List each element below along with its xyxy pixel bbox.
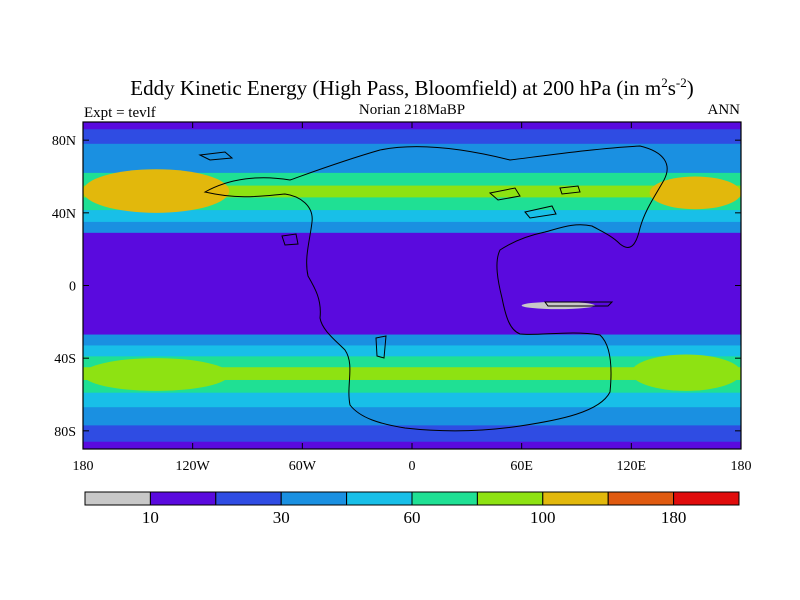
colorbar-label: 10 [142,508,159,527]
map-plot [83,122,741,449]
experiment-label: Expt = tevlf [84,105,156,121]
field-band [83,367,741,381]
colorbar-swatch [346,491,413,506]
field-feature [631,354,741,391]
chart-title-close: ) [687,76,694,100]
field-band [83,407,741,426]
y-tick-label: 40N [52,207,76,222]
field-band [83,172,741,187]
field-feature [83,358,230,391]
x-tick-label: 180 [731,459,752,474]
colorbar-swatch [280,491,348,506]
colorbar-swatch [215,491,282,506]
field-band [83,143,741,159]
colorbar-swatch [542,491,609,506]
field-band [83,185,741,198]
colorbar-swatch [411,491,478,506]
period-label: Norian 218MaBP [359,102,465,118]
x-tick-label: 60W [289,459,317,474]
colorbar-swatch [84,491,151,506]
island-outline [559,185,581,195]
y-axis: 80N 40N 0 40S 80S [52,134,741,440]
field-band [83,158,741,174]
island-outline [488,187,521,201]
continent-outline [203,145,668,432]
colorbar-swatch [673,491,740,506]
eke-field [83,122,741,449]
field-band [83,261,741,308]
colorbar-label: 180 [661,508,687,527]
x-axis: 180 120W 60W 0 60E 120E 180 [73,122,752,474]
colorbar-label: 60 [404,508,421,527]
chart-title-sup2: -2 [676,75,687,90]
island-outline [524,205,557,219]
island-outline [375,335,387,359]
field-band [83,356,741,368]
x-tick-label: 0 [409,459,416,474]
field-band [83,197,741,211]
y-tick-label: 40S [54,352,76,367]
island-outline [544,301,614,307]
chart-title-main: Eddy Kinetic Energy (High Pass, Bloomfie… [130,76,661,100]
island-outline [281,233,299,246]
field-feature [521,301,595,310]
field-band [83,210,741,223]
field-band [83,379,741,394]
x-tick-label: 120E [617,459,647,474]
colorbar: 10 30 60 100 180 [84,491,740,527]
x-tick-label: 60E [510,459,533,474]
field-band [83,129,741,145]
colorbar-swatch [149,491,217,506]
colorbar-label: 100 [530,508,556,527]
y-tick-label: 0 [69,280,76,295]
y-tick-label: 80S [54,425,76,440]
chart-title: Eddy Kinetic Energy (High Pass, Bloomfie… [130,75,694,100]
field-band [83,232,741,263]
season-label: ANN [708,102,741,118]
field-band [83,392,741,408]
field-band [83,425,741,443]
field-band [83,221,741,234]
y-tick-label: 80N [52,134,76,149]
x-tick-label: 180 [73,459,94,474]
field-band [83,334,741,346]
field-feature [83,169,230,213]
chart-title-s: s [668,76,676,100]
colorbar-swatch [476,491,544,506]
field-feature [649,176,741,210]
field-band [83,307,741,336]
colorbar-swatch [607,491,675,506]
field-band [83,345,741,357]
chart-title-sup1: 2 [661,75,668,90]
x-tick-label: 120W [176,459,211,474]
island-outline [198,151,234,161]
colorbar-label: 30 [273,508,290,527]
